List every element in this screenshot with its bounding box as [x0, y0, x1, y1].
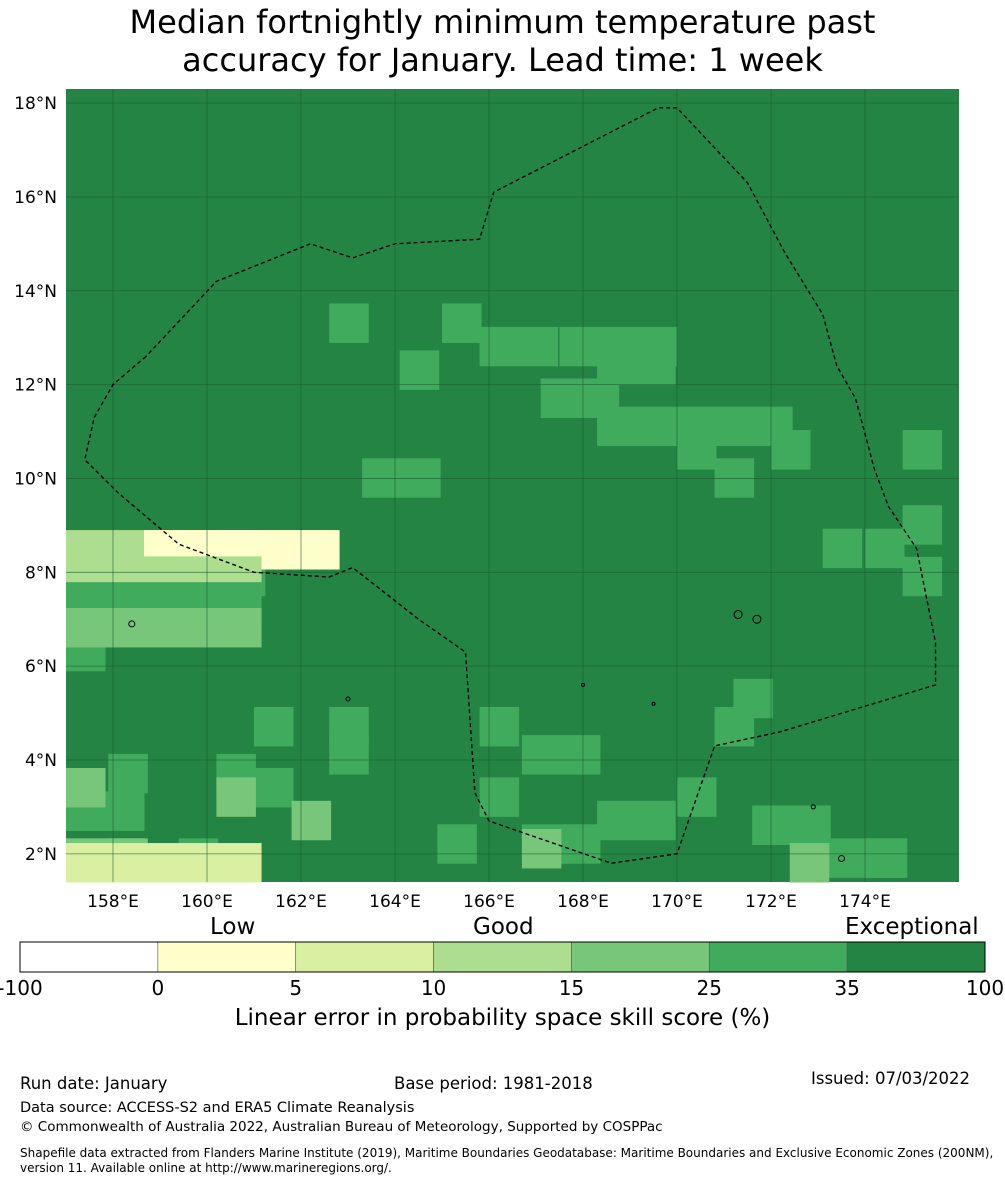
latitude-tick-label: 18°N — [14, 94, 57, 114]
colorbar-tick-label: 15 — [558, 976, 585, 1000]
skill-cell — [254, 767, 294, 808]
colorbar-segment — [157, 941, 297, 973]
skill-cell — [597, 800, 676, 841]
colorbar-title: Linear error in probability space skill … — [234, 1005, 771, 1031]
copyright: © Commonwealth of Australia 2022, Austra… — [20, 1119, 663, 1135]
skill-cell — [789, 843, 830, 883]
shapefile-credit-line2: version 11. Available online at http://w… — [20, 1161, 392, 1175]
skill-cell — [108, 753, 148, 794]
colorbar-label-exceptional: Exceptional — [845, 914, 979, 940]
map-title-line2: accuracy for January. Lead time: 1 week — [182, 41, 823, 79]
colorbar-tick-label: 5 — [289, 976, 303, 1000]
skill-cell — [521, 828, 562, 869]
colorbar-frame — [19, 941, 986, 973]
skill-cell — [329, 735, 369, 775]
skill-cell — [902, 430, 943, 470]
longitude-tick-label: 174°E — [839, 892, 891, 912]
colorbar-segment — [846, 941, 986, 973]
skill-cell — [442, 303, 482, 343]
skill-cell — [479, 706, 520, 747]
skill-cell — [291, 800, 332, 841]
skill-cell — [677, 430, 717, 470]
skill-cell — [66, 767, 106, 808]
colorbar-tick-label: 0 — [151, 976, 165, 1000]
skill-cell — [714, 458, 755, 498]
skill-cell — [399, 350, 440, 390]
longitude-tick-label: 160°E — [181, 892, 233, 912]
latitude-tick-label: 10°N — [14, 469, 57, 489]
eez-boundary-line — [84, 107, 937, 864]
colorbar-segment — [295, 941, 434, 973]
colorbar-tick-label: 35 — [834, 976, 860, 1000]
longitude-tick-label: 168°E — [557, 892, 609, 912]
skill-cell — [822, 528, 863, 569]
shapefile-credit-line1: Shapefile data extracted from Flanders M… — [20, 1146, 994, 1160]
colorbar-segment — [19, 941, 159, 973]
longitude-tick-label: 170°E — [651, 892, 703, 912]
skill-cell — [865, 528, 905, 569]
skill-cell — [66, 607, 262, 648]
island-outline — [752, 614, 762, 624]
longitude-tick-label: 162°E — [275, 892, 327, 912]
island-outline — [733, 610, 743, 620]
skill-cell — [479, 777, 520, 817]
issued-date: Issued: 07/03/2022 — [811, 1069, 971, 1088]
skill-cell — [865, 838, 905, 878]
skill-cell — [521, 735, 601, 775]
run-date: Run date: January — [20, 1074, 168, 1093]
skill-cell — [66, 843, 262, 883]
colorbar-segment — [433, 941, 572, 973]
latitude-tick-label: 6°N — [25, 657, 57, 677]
skill-cell — [329, 303, 369, 343]
latitude-tick-label: 2°N — [25, 845, 57, 865]
skill-cell — [902, 505, 943, 545]
island-outline — [651, 701, 656, 706]
longitude-tick-label: 158°E — [87, 892, 139, 912]
skill-cell — [362, 458, 441, 498]
longitude-tick-label: 164°E — [369, 892, 421, 912]
skill-cell — [733, 678, 773, 719]
island-outline — [838, 855, 845, 863]
latitude-tick-label: 4°N — [25, 751, 57, 771]
base-period: Base period: 1981-2018 — [394, 1074, 593, 1093]
island-outline — [581, 682, 585, 687]
skill-cell — [437, 824, 477, 864]
colorbar-tick-label: 100 — [965, 976, 1005, 1000]
longitude-tick-label: 166°E — [463, 892, 515, 912]
map-plot-area: 158°E 160°E 162°E 164°E 166°E 168°E 170°E 172°E… — [14, 89, 959, 912]
skill-cell — [479, 326, 559, 367]
latitude-tick-label: 8°N — [25, 563, 57, 583]
colorbar-label-low: Low — [210, 914, 256, 940]
latitude-tick-label: 16°N — [14, 188, 57, 208]
latitude-tick-label: 14°N — [14, 282, 57, 302]
data-source: Data source: ACCESS-S2 and ERA5 Climate … — [20, 1100, 415, 1116]
colorbar-tick-label: 10 — [420, 976, 447, 1000]
island-outline — [810, 804, 816, 810]
colorbar — [19, 941, 986, 973]
skill-cell — [216, 777, 256, 817]
skill-field-background — [66, 89, 959, 882]
skill-cell — [254, 706, 294, 747]
latitude-tick-label: 12°N — [14, 376, 57, 396]
island-outline — [345, 696, 351, 702]
skill-cell — [771, 430, 811, 470]
map-title-line1: Median fortnightly minimum temperature p… — [129, 3, 876, 41]
colorbar-tick-label: -100 — [0, 976, 43, 1000]
colorbar-label-good: Good — [473, 914, 534, 940]
longitude-tick-label: 172°E — [745, 892, 797, 912]
colorbar-tick-label: 25 — [696, 976, 723, 1000]
colorbar-segment — [571, 941, 710, 973]
island-outline — [128, 620, 136, 628]
colorbar-segment — [708, 941, 848, 973]
